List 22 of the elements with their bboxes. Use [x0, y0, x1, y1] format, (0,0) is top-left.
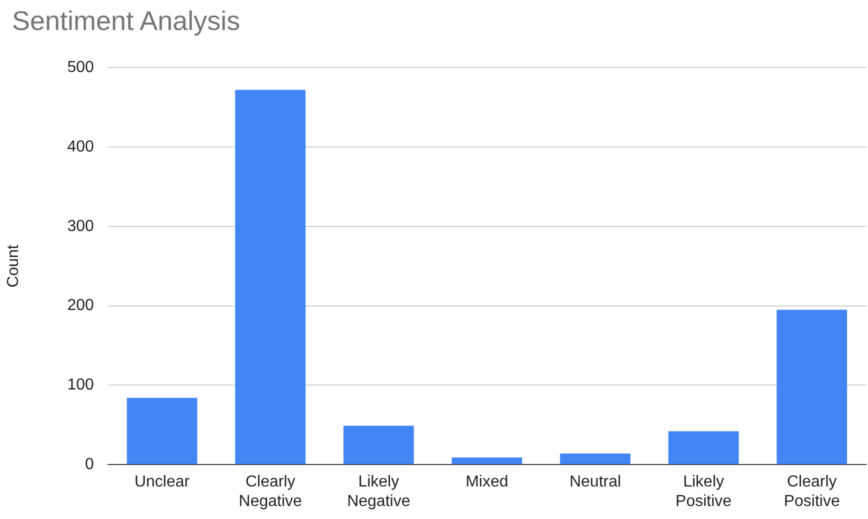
bar [668, 431, 739, 464]
bar [776, 310, 848, 464]
y-tick-label: 200 [67, 297, 94, 314]
chart-title: Sentiment Analysis [12, 6, 240, 37]
x-tick-label: Unclear [134, 474, 190, 491]
y-tick-label: 500 [67, 59, 94, 76]
x-tick-label: Likely Positive [676, 474, 732, 510]
bar [235, 90, 306, 464]
bar [343, 426, 414, 464]
bar [452, 457, 522, 464]
y-tick-label: 100 [67, 376, 94, 394]
y-axis-title: Count [5, 244, 22, 288]
x-tick-label: Mixed [466, 474, 508, 491]
y-tick-label: 300 [67, 218, 94, 235]
bar [126, 398, 198, 464]
bar [560, 453, 630, 464]
x-tick-label: Neutral [569, 474, 622, 491]
x-tick-label: Clearly Negative [238, 474, 302, 510]
y-tick-label: 0 [84, 456, 94, 474]
x-tick-label: Likely Negative [347, 474, 410, 510]
x-tick-label: Clearly Positive [784, 474, 840, 510]
y-tick-label: 400 [67, 138, 94, 156]
